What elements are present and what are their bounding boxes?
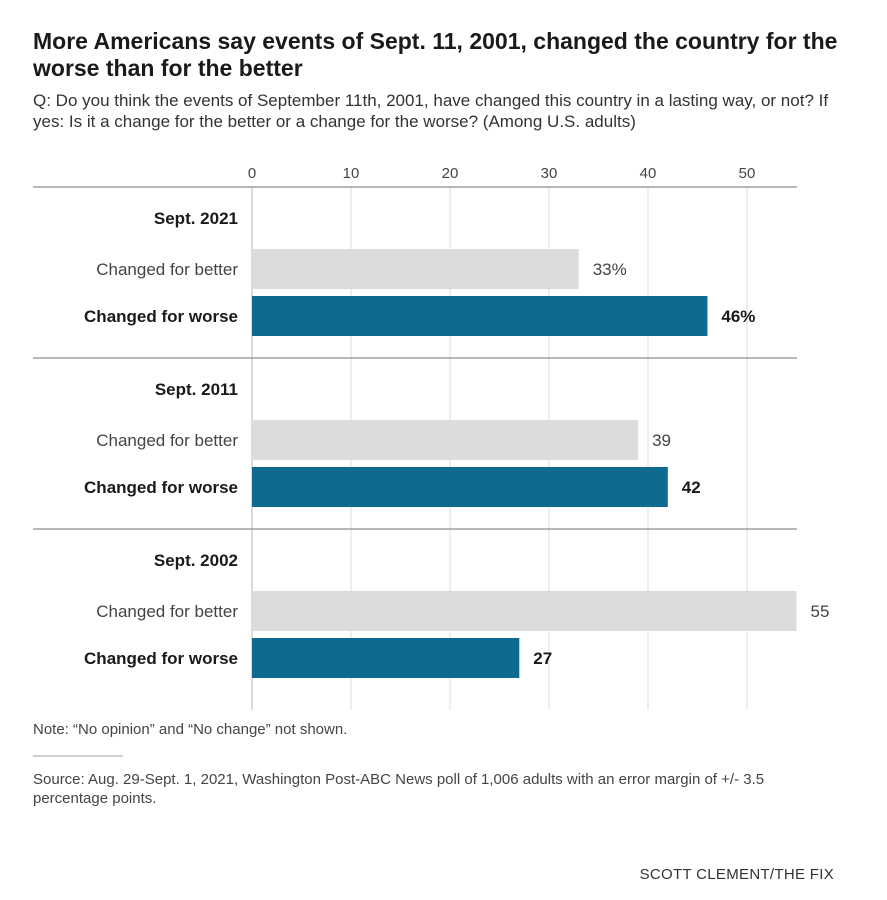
bar-category-label: Changed for better (96, 602, 238, 621)
bar-changed-for-worse (252, 467, 668, 507)
bar-value-label: 27 (533, 649, 552, 668)
x-tick-label: 40 (640, 165, 657, 182)
chart-source: Source: Aug. 29-Sept. 1, 2021, Washingto… (33, 771, 765, 807)
bar-value-label: 39 (652, 431, 671, 450)
chart-credit: SCOTT CLEMENT/THE FIX (639, 866, 834, 883)
x-tick-label: 0 (248, 165, 256, 182)
bar-changed-for-worse (252, 296, 708, 336)
chart-note: Note: “No opinion” and “No change” not s… (33, 721, 348, 738)
bar-changed-for-better (252, 420, 639, 460)
bar-changed-for-worse (252, 638, 520, 678)
bar-value-label: 33% (593, 260, 627, 279)
bar-category-label: Changed for worse (84, 307, 238, 326)
group-label: Sept. 2021 (154, 209, 238, 228)
bar-category-label: Changed for worse (84, 649, 238, 668)
divider (33, 755, 123, 757)
x-tick-label: 20 (442, 165, 459, 182)
bar-category-label: Changed for better (96, 431, 238, 450)
chart-subtitle: Q: Do you think the events of September … (33, 91, 829, 131)
group-label: Sept. 2011 (155, 380, 238, 399)
chart-title: More Americans say events of Sept. 11, 2… (33, 28, 838, 81)
bar-value-label: 55 (811, 602, 830, 621)
x-tick-label: 50 (739, 165, 756, 182)
bar-changed-for-better (252, 591, 797, 631)
bar-category-label: Changed for better (96, 260, 238, 279)
bar-changed-for-better (252, 249, 579, 289)
bar-value-label: 46% (721, 307, 755, 326)
bar-value-label: 42 (682, 478, 701, 497)
x-tick-label: 30 (541, 165, 558, 182)
group-label: Sept. 2002 (154, 551, 238, 570)
bar-category-label: Changed for worse (84, 478, 238, 497)
x-tick-label: 10 (343, 165, 360, 182)
